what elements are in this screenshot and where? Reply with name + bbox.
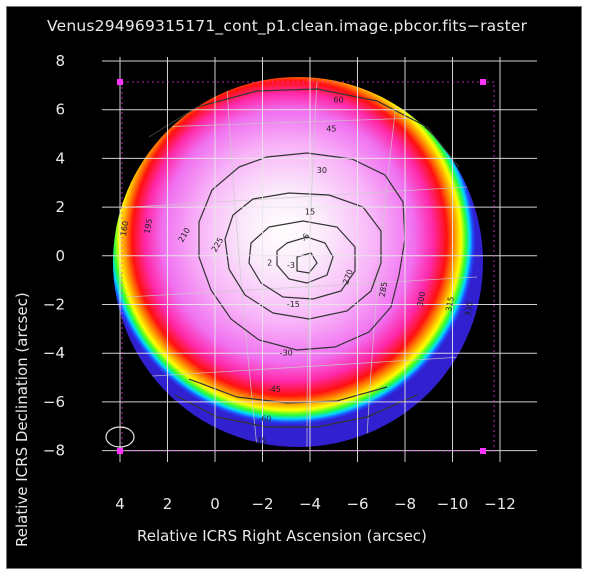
contour-label: 330 — [463, 301, 475, 318]
y-tick-label: 2 — [55, 198, 65, 216]
contour-label: -6 — [300, 232, 312, 243]
y-tick-label: −2 — [43, 296, 65, 314]
venus-disk — [113, 77, 483, 447]
x-tick-label: 4 — [115, 495, 125, 513]
y-tick-label: −4 — [43, 344, 65, 362]
contour-label: 30 — [317, 166, 327, 175]
contour-label: 300 — [416, 291, 428, 308]
y-tick-label: 0 — [55, 247, 65, 265]
contour-label: 60 — [333, 95, 343, 104]
contour-label: -75 — [254, 436, 267, 445]
window-title: Venus294969315171_cont_p1.clean.image.pb… — [47, 17, 528, 35]
plot-window: 60 45 30 15 -6 2 225 210 195 160 -3 -15 270 285 300 315… — [6, 6, 582, 569]
beam-ellipse — [105, 426, 135, 448]
x-tick-label: −6 — [346, 495, 368, 513]
contour-label: 315 — [444, 296, 456, 313]
contour-label: -30 — [280, 349, 293, 358]
x-tick-label: −10 — [437, 495, 469, 513]
coordinate-grid — [102, 57, 537, 462]
axis-box — [117, 79, 495, 454]
x-tick-labels: 4 2 0 −2 −4 −6 −8 −10 −12 — [115, 495, 516, 513]
contour-label: -45 — [268, 385, 281, 394]
x-tick-label: −12 — [484, 495, 516, 513]
y-tick-label: −8 — [43, 442, 65, 460]
contour-label: -15 — [287, 300, 300, 309]
contour-label: 45 — [326, 125, 336, 134]
contour-label: 2 — [267, 259, 272, 268]
y-axis-label: Relative ICRS Declination (arcsec) — [13, 292, 31, 547]
contour-label: -60 — [258, 414, 271, 423]
y-tick-labels: 8 6 4 2 0 −2 −4 −6 −8 — [43, 52, 65, 460]
contour-lines — [148, 88, 460, 428]
contour-label: 160 — [119, 220, 131, 237]
contour-label: 195 — [143, 218, 155, 235]
y-tick-label: 4 — [55, 149, 65, 167]
x-tick-label: −2 — [251, 495, 273, 513]
y-tick-label: 8 — [55, 52, 65, 70]
x-tick-label: −4 — [299, 495, 321, 513]
x-axis-label: Relative ICRS Right Ascension (arcsec) — [137, 527, 427, 545]
contour-label: 285 — [378, 281, 390, 298]
x-tick-label: 2 — [163, 495, 173, 513]
x-tick-label: 0 — [210, 495, 220, 513]
y-tick-label: −6 — [43, 393, 65, 411]
x-tick-label: −8 — [394, 495, 416, 513]
contour-label: -3 — [287, 261, 295, 270]
contour-label: 15 — [305, 207, 315, 216]
y-tick-label: 6 — [55, 101, 65, 119]
